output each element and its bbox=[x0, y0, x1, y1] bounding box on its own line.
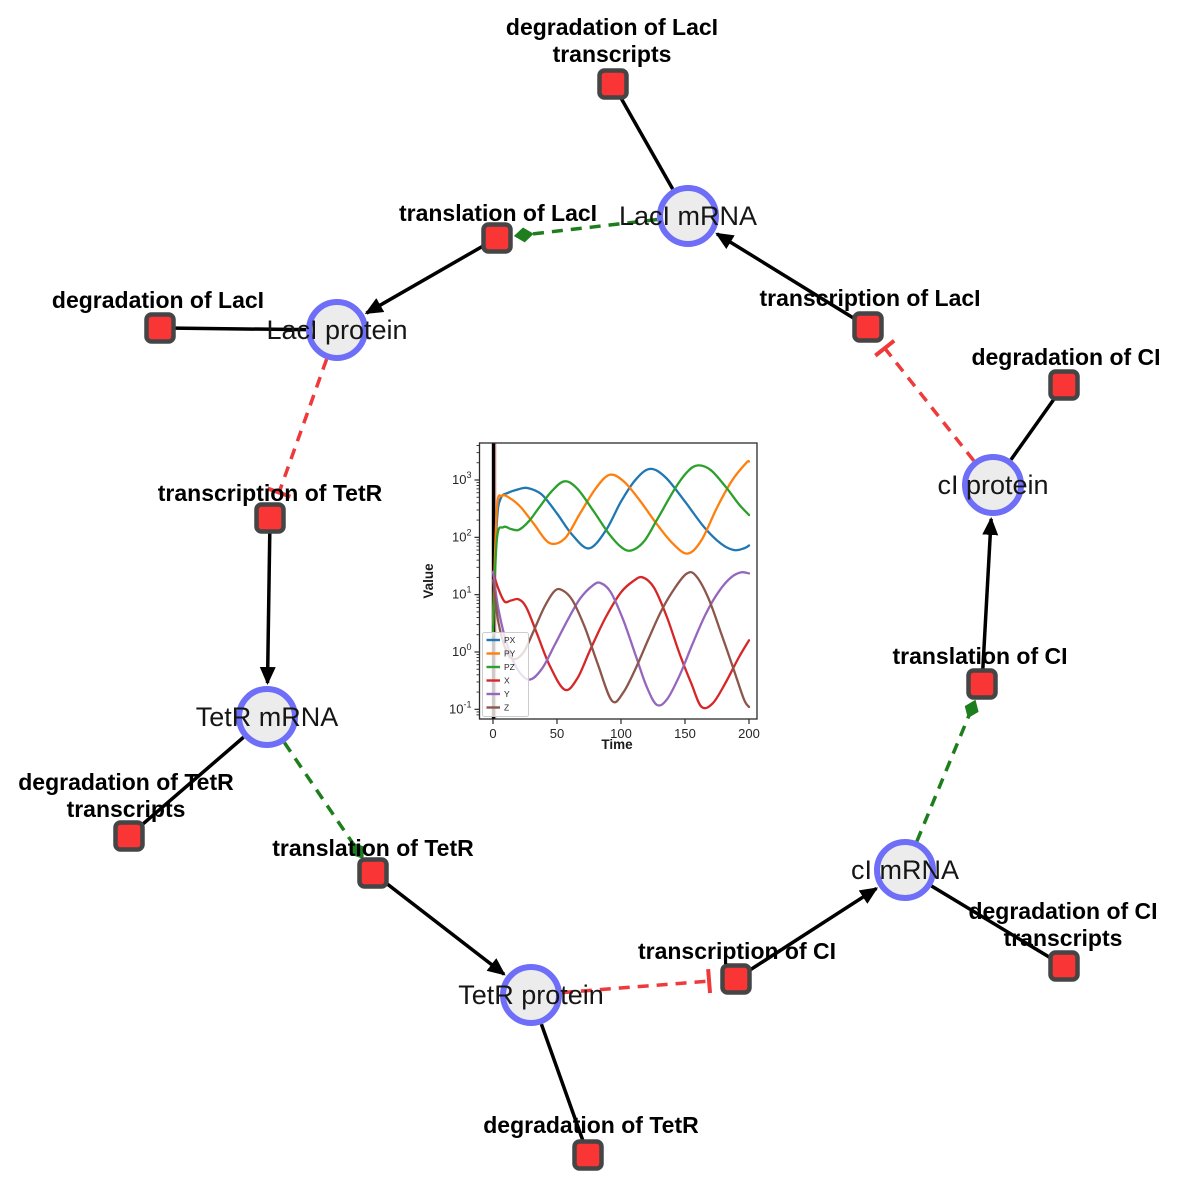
species-label-ci-protein: cI protein bbox=[937, 470, 1048, 500]
reaction-label-deg-tetr-transcripts-line2: transcripts bbox=[67, 796, 186, 822]
chart-y-tick-label: 102 bbox=[452, 527, 471, 544]
edge-product-transcription-tetr-to-tetr-mrna bbox=[259, 532, 276, 686]
reaction-label-deg-tetr: degradation of TetR bbox=[483, 1112, 699, 1138]
reaction-node-translation-ci bbox=[966, 668, 998, 700]
legend-label-PX: PX bbox=[504, 635, 516, 645]
chart-series-PY bbox=[491, 459, 751, 626]
reaction-node-translation-laci bbox=[481, 222, 513, 254]
reaction-label-transcription-ci: transcription of CI bbox=[638, 938, 836, 964]
chart-series-PZ bbox=[491, 464, 751, 636]
edge-product-translation-laci-to-laci-protein bbox=[364, 243, 485, 315]
edges-layer bbox=[139, 96, 1057, 1142]
chart-x-axis-title: Time bbox=[601, 737, 633, 752]
reaction-label-deg-ci-transcripts-line1: degradation of CI bbox=[968, 898, 1157, 924]
reaction-label-deg-laci-transcripts-line1: degradation of LacI bbox=[506, 14, 718, 40]
chart-x-tick-label: 200 bbox=[738, 726, 760, 741]
chart-x-tick-label: 100 bbox=[610, 726, 632, 741]
nodes-layer bbox=[113, 68, 1080, 1171]
reaction-node-deg-tetr bbox=[572, 1139, 604, 1171]
inset-chart: Time Value 103 102 101 100 10-1 0 50 100 150 200 P… bbox=[421, 442, 760, 752]
chart-series-X bbox=[491, 570, 751, 710]
chart-x-tick-label: 0 bbox=[489, 726, 496, 741]
edge-product-transcription-ci-to-ci-mrna bbox=[747, 886, 879, 973]
reaction-node-deg-laci bbox=[144, 312, 176, 344]
edge-modifier-laci-mrna-to-translation-laci bbox=[513, 217, 658, 243]
edge-inhibition-laci-protein-to-transcription-tetr bbox=[267, 358, 329, 499]
reaction-node-deg-ci-transcripts bbox=[1048, 950, 1080, 982]
species-label-tetr-mrna: TetR mRNA bbox=[196, 702, 339, 732]
reaction-label-deg-laci: degradation of LacI bbox=[52, 287, 264, 313]
legend-label-Z: Z bbox=[504, 703, 509, 713]
reaction-label-translation-ci: translation of CI bbox=[892, 643, 1067, 669]
chart-y-axis-title: Value bbox=[421, 563, 436, 599]
legend-label-PY: PY bbox=[504, 649, 516, 659]
edge-product-transcription-laci-to-laci-mrna bbox=[715, 232, 857, 321]
reaction-node-translation-tetr bbox=[357, 857, 389, 889]
reaction-label-transcription-laci: transcription of LacI bbox=[759, 285, 980, 311]
chart-y-tick-label: 10-1 bbox=[449, 699, 471, 716]
species-node-ci-protein bbox=[962, 454, 1024, 516]
edge-reactant-ci-mrna-to-deg-ci-transcripts bbox=[930, 884, 1053, 960]
species-node-laci-protein bbox=[306, 299, 368, 361]
reaction-label-deg-ci: degradation of CI bbox=[971, 344, 1160, 370]
species-node-tetr-mrna bbox=[236, 686, 298, 748]
edge-reactant-laci-protein-to-deg-laci bbox=[174, 326, 307, 332]
legend-label-X: X bbox=[504, 676, 510, 686]
legend-label-PZ: PZ bbox=[504, 662, 515, 672]
edge-modifier-ci-mrna-to-translation-ci bbox=[915, 699, 979, 843]
edge-inhibition-ci-protein-to-transcription-laci bbox=[874, 339, 976, 462]
chart-y-tick-label: 100 bbox=[452, 642, 471, 659]
species-node-ci-mrna bbox=[874, 839, 936, 901]
species-label-laci-protein: LacI protein bbox=[266, 315, 407, 345]
reaction-label-deg-laci-transcripts-line2: transcripts bbox=[553, 41, 672, 67]
chart-legend: PX PY PZ XYZ bbox=[482, 632, 529, 717]
species-label-laci-mrna: LacI mRNA bbox=[619, 201, 757, 231]
reaction-node-transcription-laci bbox=[852, 311, 884, 343]
species-node-laci-mrna bbox=[657, 185, 719, 247]
edge-reactant-tetr-protein-to-deg-tetr bbox=[539, 1023, 585, 1142]
edge-inhibition-tetr-protein-to-transcription-ci bbox=[561, 968, 713, 995]
reaction-node-deg-ci bbox=[1048, 369, 1080, 401]
reaction-label-translation-tetr: translation of TetR bbox=[272, 835, 474, 861]
chart-x-tick-label: 150 bbox=[674, 726, 696, 741]
edge-product-translation-tetr-to-tetr-protein bbox=[383, 880, 506, 976]
reaction-label-deg-ci-transcripts-line2: transcripts bbox=[1004, 925, 1123, 951]
edge-reactant-laci-mrna-to-deg-laci-transcripts bbox=[618, 96, 675, 190]
reaction-node-transcription-ci bbox=[720, 963, 752, 995]
chart-x-tick-label: 50 bbox=[550, 726, 564, 741]
reaction-node-transcription-tetr bbox=[254, 502, 286, 534]
species-node-tetr-protein bbox=[500, 964, 562, 1026]
chart-y-tick-label: 101 bbox=[452, 585, 471, 602]
reaction-label-deg-tetr-transcripts-line1: degradation of TetR bbox=[18, 769, 234, 795]
species-label-tetr-protein: TetR protein bbox=[458, 980, 604, 1010]
edge-modifier-tetr-mrna-to-translation-tetr bbox=[282, 741, 365, 859]
reaction-node-deg-tetr-transcripts bbox=[113, 820, 145, 852]
reaction-label-transcription-tetr: transcription of TetR bbox=[158, 480, 383, 506]
chart-border bbox=[478, 442, 758, 720]
chart-y-tick-label: 103 bbox=[452, 470, 471, 487]
legend-label-Y: Y bbox=[504, 689, 510, 699]
reaction-label-translation-laci: translation of LacI bbox=[399, 200, 597, 226]
reaction-node-deg-laci-transcripts bbox=[597, 68, 629, 100]
labels-layer: LacI mRNA LacI protein TetR mRNA TetR prote… bbox=[18, 14, 1160, 1138]
edge-reactant-ci-protein-to-deg-ci bbox=[1009, 396, 1057, 461]
edge-product-translation-ci-to-ci-protein bbox=[981, 516, 999, 670]
species-label-ci-mrna: cI mRNA bbox=[851, 855, 959, 885]
edge-reactant-tetr-mrna-to-deg-tetr-transcripts bbox=[139, 735, 245, 828]
